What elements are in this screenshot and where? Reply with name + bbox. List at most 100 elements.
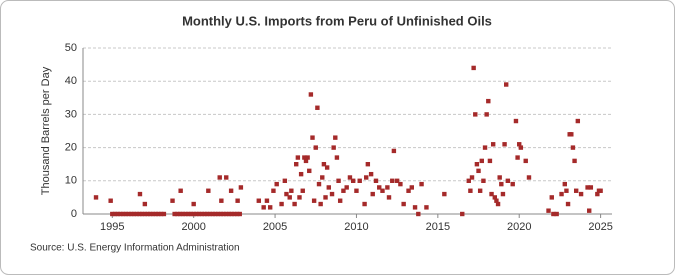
x-tick-label: 2015 [426,221,450,233]
point [510,181,515,187]
point [210,211,215,217]
point [347,175,353,180]
point [108,198,113,203]
point [172,211,177,217]
point [513,118,519,124]
point [497,175,502,180]
point [224,175,229,180]
point [329,191,335,197]
y-tick-label: 30 [65,108,77,120]
point [570,145,576,150]
point [235,198,240,203]
point [494,198,499,203]
point [504,82,509,87]
point [153,211,158,217]
point [229,211,234,217]
point [170,198,175,203]
y-tick-label: 40 [65,75,77,87]
point [515,155,520,160]
point [523,158,528,164]
point [298,171,304,177]
point [142,211,148,217]
point [518,145,524,150]
point [481,178,486,183]
point [585,185,590,190]
point [502,142,507,147]
point [217,175,222,180]
point [499,181,504,187]
point [178,188,183,193]
point [199,211,205,217]
point [218,211,224,217]
point [377,185,382,190]
x-tick-label: 2000 [181,221,205,233]
y-tick-label: 50 [65,42,77,54]
point [175,211,180,217]
y-tick-label: 0 [71,208,77,220]
point [142,201,148,207]
point [202,211,207,217]
point [334,155,340,160]
point [350,178,356,183]
point [271,188,276,193]
y-tick-label: 10 [65,175,77,187]
point [424,205,429,210]
point [232,211,237,217]
point [238,185,244,190]
point [294,162,299,167]
point [196,211,202,217]
point [234,211,240,217]
point [221,211,226,217]
point [416,211,421,217]
point [191,201,196,207]
point [310,135,315,140]
point [357,178,362,183]
point [183,211,188,217]
point [112,211,118,217]
point [484,112,489,117]
point [156,211,161,217]
point [546,208,551,213]
point [115,211,120,217]
point [318,201,323,207]
point [321,162,327,167]
point [489,191,494,197]
point [287,195,292,200]
point [468,188,473,193]
point [137,191,143,197]
point [401,201,406,207]
point [495,201,501,207]
point [316,181,322,187]
point [479,158,484,164]
point [237,211,242,217]
point [500,191,506,197]
point [282,178,288,183]
point [161,211,167,217]
point [526,175,532,180]
point [370,191,375,197]
point [471,65,476,71]
point [482,145,488,150]
point [267,205,273,210]
point [118,211,123,217]
point [559,191,564,197]
point [194,211,199,217]
point [121,211,126,217]
point [505,178,511,183]
point [324,165,330,170]
x-tick-label: 2010 [344,221,368,233]
point [326,185,331,190]
point [473,112,478,117]
point [562,181,567,187]
point [386,195,392,200]
point [365,162,371,167]
point [206,188,211,193]
point [256,198,261,203]
point [394,178,400,183]
point [380,188,385,193]
point [191,211,196,217]
point [134,211,139,217]
point [148,211,153,217]
point [406,188,411,193]
point [204,211,210,217]
